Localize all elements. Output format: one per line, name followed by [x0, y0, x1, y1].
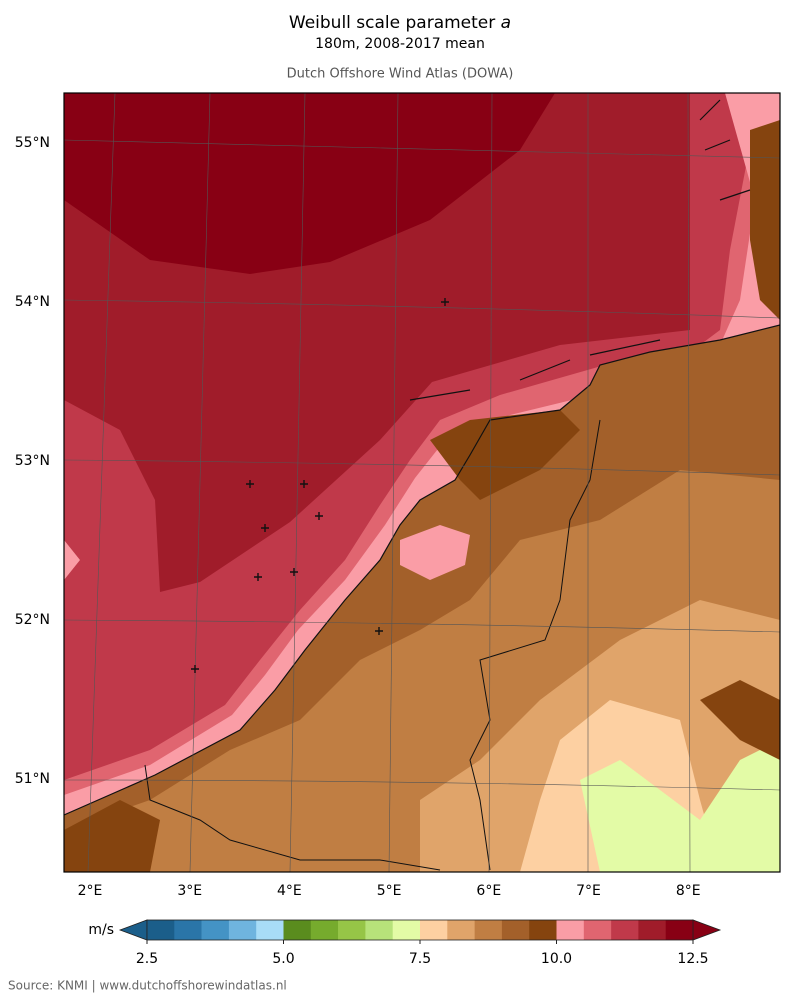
map-frame [63, 92, 781, 873]
colorbar-bin [529, 920, 557, 940]
colorbar-bin [420, 920, 448, 940]
colorbar-bin [283, 920, 312, 940]
colorbar-tick-label: 10.0 [541, 951, 572, 967]
lon-label: 3°E [177, 883, 202, 899]
land [580, 740, 780, 872]
title-text: Weibull scale parameter [289, 13, 495, 33]
subtitle: 180m, 2008-2017 mean [315, 36, 485, 52]
lat-label: 55°N [15, 135, 50, 151]
lon-label: 2°E [78, 883, 103, 899]
source: Source: KNMI | www.dutchoffshorewindatla… [8, 979, 287, 993]
land [750, 120, 780, 320]
lat-label: 53°N [15, 453, 50, 469]
border [144, 764, 441, 871]
colorbar-bin [365, 920, 393, 940]
colorbar-tick-label: 2.5 [136, 951, 158, 967]
title-variable: a [501, 13, 511, 33]
colorbar-bin [392, 920, 421, 940]
lon-labels: 2°E 3°E 4°E 5°E 6°E 7°E 8°E [78, 883, 701, 899]
lon-label: 8°E [676, 883, 701, 899]
lat-label: 51°N [15, 771, 50, 787]
lon-label: 7°E [576, 883, 601, 899]
colorbar-bin [474, 920, 503, 940]
coastline [64, 324, 780, 816]
colorbar-bin [556, 920, 585, 940]
colorbar-unit: m/s [88, 922, 114, 938]
colorbar-bin [256, 920, 284, 940]
lat-label: 54°N [15, 294, 50, 310]
colorbar-bin [665, 920, 694, 940]
colorbar-tick-label: 5.0 [272, 951, 294, 967]
colorbar-tick-label: 7.5 [409, 951, 431, 967]
colorbar-bin [201, 920, 230, 940]
colorbar-bin [228, 920, 257, 940]
colorbar: m/s 2.5 5.0 7.5 10.0 12.5 [88, 919, 722, 967]
colorbar-bin [338, 920, 366, 940]
colorbar-bin [174, 920, 202, 940]
lat-label: 52°N [15, 612, 50, 628]
lat-labels: 55°N 54°N 53°N 52°N 51°N [15, 135, 50, 787]
colorbar-tick-label: 12.5 [677, 951, 708, 967]
islands [409, 99, 751, 401]
lon-label: 6°E [476, 883, 501, 899]
colorbar-bin [501, 920, 530, 940]
map-field [64, 93, 780, 872]
colorbar-extend-low [118, 919, 148, 941]
colorbar-bin [611, 920, 639, 940]
lon-label: 5°E [377, 883, 402, 899]
lake [400, 525, 470, 580]
colorbar-extend-high [692, 919, 722, 941]
zone [64, 93, 555, 274]
land [700, 680, 780, 760]
colorbar-bin [583, 920, 612, 940]
title: Weibull scale parameter a [289, 13, 511, 33]
stations [191, 298, 449, 673]
colorbar-bin [638, 920, 666, 940]
colorbar-bin [147, 920, 175, 940]
zone [64, 540, 80, 580]
colorbar-bin [310, 920, 339, 940]
border [469, 419, 601, 871]
colorbar-bin [447, 920, 475, 940]
atlas-name: Dutch Offshore Wind Atlas (DOWA) [287, 67, 514, 82]
land [430, 410, 580, 500]
land [64, 800, 160, 872]
lon-label: 4°E [277, 883, 302, 899]
